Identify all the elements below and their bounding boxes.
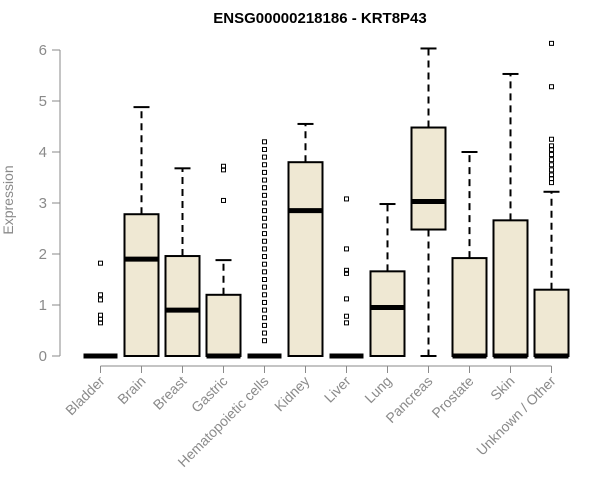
outlier-point	[262, 146, 267, 152]
outlier-point	[262, 322, 267, 328]
box-8	[410, 47, 447, 357]
y-tick-label: 2	[39, 246, 47, 263]
outlier-point	[262, 154, 267, 160]
outlier-point	[344, 196, 349, 202]
y-tick-label: 1	[39, 297, 47, 314]
outlier-point	[344, 267, 349, 273]
outlier-point	[262, 139, 267, 145]
box-iqr	[369, 270, 406, 357]
outlier-point	[262, 307, 267, 313]
outlier-point	[98, 260, 103, 266]
boxes-group	[83, 40, 570, 359]
outlier-point	[262, 338, 267, 344]
box-3	[205, 163, 242, 359]
outlier-point	[262, 231, 267, 237]
outlier-point	[262, 223, 267, 229]
outlier-point	[262, 215, 267, 221]
outlier-point	[262, 200, 267, 206]
outlier-point	[262, 169, 267, 175]
y-tick-label: 4	[39, 144, 47, 161]
box-iqr	[164, 255, 201, 358]
box-iqr	[205, 293, 242, 357]
outlier-point	[262, 292, 267, 298]
outlier-point	[262, 177, 267, 183]
outlier-point	[262, 284, 267, 290]
outlier-point	[262, 269, 267, 275]
x-tick-label: Brain	[114, 373, 148, 407]
outlier-point	[549, 180, 554, 186]
y-tick-label: 0	[39, 348, 47, 365]
outlier-point	[262, 162, 267, 168]
box-6	[329, 196, 364, 359]
outlier-point	[344, 246, 349, 252]
outlier-point	[549, 40, 554, 46]
box-10	[492, 72, 529, 359]
box-2	[164, 167, 201, 358]
outlier-point	[549, 143, 554, 149]
x-tick-label: Bladder	[62, 373, 108, 419]
y-tick-label: 5	[39, 93, 47, 110]
chart-title: ENSG00000218186 - KRT8P43	[213, 10, 426, 27]
outlier-point	[262, 330, 267, 336]
box-7	[369, 203, 406, 357]
outlier-point	[344, 313, 349, 319]
outlier-point	[98, 292, 103, 298]
outlier-point	[98, 297, 103, 303]
outlier-point	[262, 185, 267, 191]
y-tick-label: 3	[39, 195, 47, 212]
outlier-point	[262, 277, 267, 282]
box-4	[247, 139, 282, 359]
box-1	[123, 106, 160, 357]
box-iqr	[533, 288, 570, 358]
box-iqr	[492, 219, 529, 357]
box-11	[533, 40, 570, 359]
box-9	[451, 151, 488, 359]
outlier-point	[549, 167, 554, 173]
outlier-point	[344, 320, 349, 326]
outlier-point	[221, 197, 226, 203]
outlier-point	[344, 270, 349, 276]
x-tick-label: Breast	[150, 373, 190, 413]
outlier-point	[262, 254, 267, 260]
box-iqr	[123, 213, 160, 357]
outlier-point	[549, 152, 554, 158]
y-axis-label: Expression	[0, 165, 16, 234]
outlier-point	[549, 162, 554, 168]
box-iqr	[451, 257, 488, 357]
x-tick-label: Liver	[321, 373, 354, 406]
outlier-point	[262, 299, 267, 305]
outlier-point	[549, 157, 554, 163]
outlier-point	[221, 163, 226, 169]
outlier-point	[549, 172, 554, 178]
outlier-point	[262, 238, 267, 244]
y-tick-label: 6	[39, 42, 47, 59]
outlier-point	[549, 84, 554, 90]
box-iqr	[410, 126, 447, 231]
y-axis: 0 1 2 3 4 5 6	[39, 42, 61, 365]
x-tick-label: Skin	[487, 373, 518, 404]
outlier-point	[262, 246, 267, 252]
x-tick-label: Lung	[361, 373, 394, 406]
box-5	[287, 122, 324, 357]
outlier-point	[262, 315, 267, 321]
outlier-point	[262, 208, 267, 214]
box-iqr	[287, 161, 324, 357]
outlier-point	[262, 261, 267, 267]
outlier-point	[344, 296, 349, 302]
outlier-point	[262, 192, 267, 198]
x-tick-label: Prostate	[428, 373, 476, 421]
box-0	[83, 260, 118, 359]
outlier-point	[549, 136, 554, 142]
outlier-point	[98, 312, 103, 318]
x-tick-label: Kidney	[271, 373, 313, 415]
